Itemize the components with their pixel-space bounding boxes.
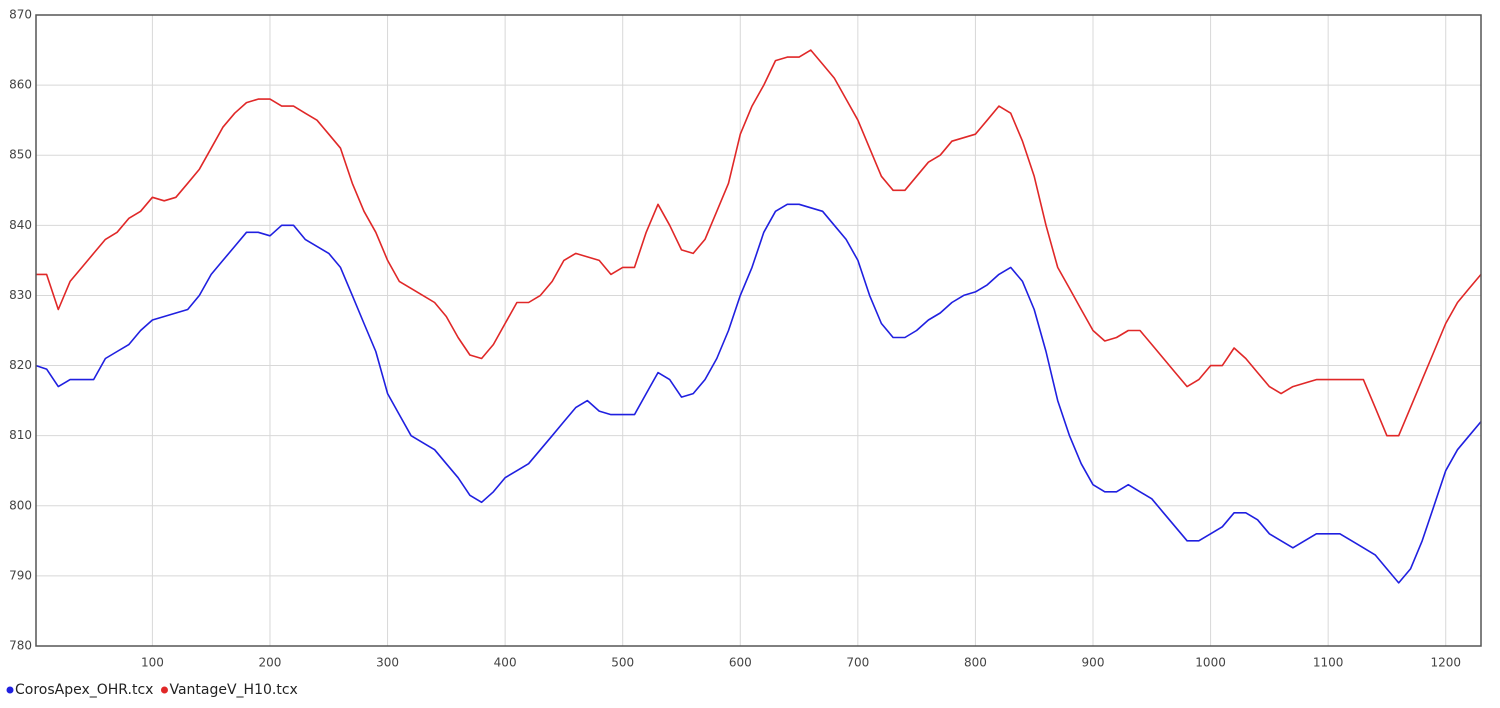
plot-border [35,14,1482,647]
x-tick-label: 300 [376,656,399,670]
y-tick-label: 810 [9,428,32,442]
x-tick-label: 900 [1082,656,1105,670]
x-tick-label: 200 [259,656,282,670]
x-tick-label: 800 [964,656,987,670]
legend-dot [160,686,168,694]
x-tick-label: 700 [846,656,869,670]
y-tick-label: 860 [9,78,32,92]
x-tick-label: 400 [494,656,517,670]
legend-label: CorosApex_OHR.tcx [15,682,153,698]
series-line [36,49,1482,437]
y-tick-label: 800 [9,498,32,512]
y-tick-label: 790 [9,568,32,582]
x-tick-label: 100 [141,656,164,670]
x-tick-label: 600 [729,656,752,670]
y-tick-label: 830 [9,288,32,302]
series-line [35,203,1482,584]
grid [36,14,1481,647]
legend-label: VantageV_H10.tcx [169,682,297,698]
x-tick-label: 1000 [1195,656,1226,670]
y-tick-label: 780 [9,639,32,653]
lines [35,49,1482,584]
x-tick-label: 1200 [1430,656,1461,670]
x-tick-label: 500 [611,656,634,670]
y-tick-label: 850 [9,148,32,162]
y-tick-label: 840 [9,218,32,232]
legend: CorosApex_OHR.tcx VantageV_H10.tcx [6,682,298,698]
legend-dot [6,686,14,694]
y-tick-label: 870 [9,8,32,22]
y-tick-label: 820 [9,358,32,372]
x-tick-label: 1100 [1313,656,1344,670]
